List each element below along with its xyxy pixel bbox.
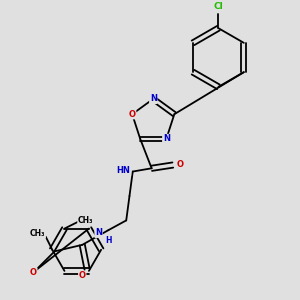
Text: O: O xyxy=(30,268,37,277)
Text: CH₃: CH₃ xyxy=(78,216,93,225)
Text: N: N xyxy=(95,228,102,237)
Text: CH₃: CH₃ xyxy=(30,229,45,238)
Text: O: O xyxy=(176,160,184,169)
Text: N: N xyxy=(150,94,157,103)
Text: H: H xyxy=(106,236,112,245)
Text: O: O xyxy=(79,271,86,280)
Text: Cl: Cl xyxy=(214,2,223,10)
Text: O: O xyxy=(129,110,136,119)
Text: HN: HN xyxy=(117,167,130,176)
Text: N: N xyxy=(163,134,170,143)
